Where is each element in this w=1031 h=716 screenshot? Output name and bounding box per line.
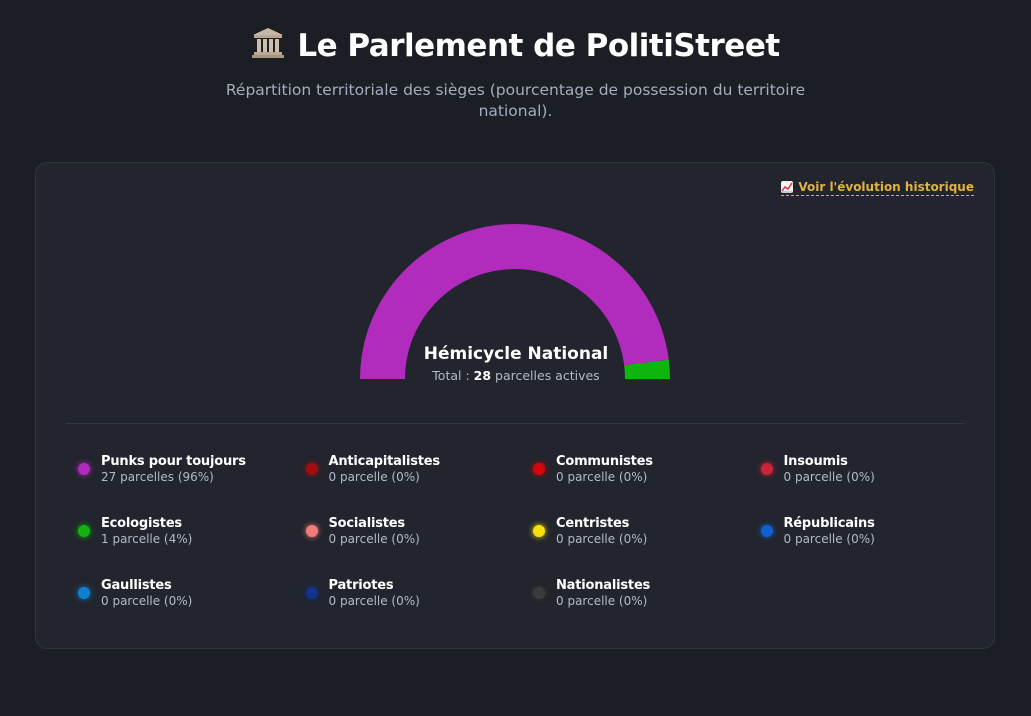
legend-item-punks-pour-toujours[interactable]: Punks pour toujours 27 parcelles (96%) <box>78 454 306 486</box>
legend-item-nationalistes[interactable]: Nationalistes 0 parcelle (0%) <box>533 578 761 610</box>
party-name: Nationalistes <box>556 578 651 593</box>
chart-increasing-icon <box>781 181 794 193</box>
divider <box>66 423 964 424</box>
parliament-panel: Voir l'évolution historique Hémicycle Na… <box>35 162 995 649</box>
hemicycle-title: Hémicycle National <box>423 344 609 364</box>
hemicycle-chart <box>360 224 670 379</box>
party-color-dot <box>305 463 318 475</box>
party-seat-count: 0 parcelle (0%) <box>328 470 420 484</box>
hemicycle-segment-ecologistes[interactable] <box>624 359 670 379</box>
party-seat-count: 0 parcelle (0%) <box>783 470 875 484</box>
legend-item-republicains[interactable]: Républicains 0 parcelle (0%) <box>760 516 989 548</box>
party-seat-count: 1 parcelle (4%) <box>101 532 193 546</box>
party-name: Ecologistes <box>101 516 182 531</box>
hemicycle-total: Total : 28 parcelles actives <box>432 368 600 383</box>
hemicycle-total-value: 28 <box>473 368 492 383</box>
history-link[interactable]: Voir l'évolution historique <box>781 180 974 196</box>
page-subtitle: Répartition territoriale des sièges (pou… <box>225 81 806 120</box>
legend-item-patriotes[interactable]: Patriotes 0 parcelle (0%) <box>305 578 534 610</box>
legend-item-socialistes[interactable]: Socialistes 0 parcelle (0%) <box>305 516 534 548</box>
party-name: Punks pour toujours <box>101 454 246 469</box>
party-name: Patriotes <box>328 578 394 593</box>
party-seat-count: 27 parcelles (96%) <box>101 470 214 484</box>
legend-item-anticapitalistes[interactable]: Anticapitalistes 0 parcelle (0%) <box>305 454 534 486</box>
party-color-dot <box>760 525 773 537</box>
party-seat-count: 0 parcelle (0%) <box>556 470 648 484</box>
legend-item-gaullistes[interactable]: Gaullistes 0 parcelle (0%) <box>78 578 306 610</box>
legend-item-communistes[interactable]: Communistes 0 parcelle (0%) <box>533 454 761 486</box>
party-name: Insoumis <box>783 454 848 469</box>
party-name: Anticapitalistes <box>328 454 441 469</box>
party-seat-count: 0 parcelle (0%) <box>556 594 648 608</box>
party-color-dot <box>305 587 318 599</box>
party-name: Socialistes <box>328 516 406 531</box>
party-name: Gaullistes <box>101 578 172 593</box>
party-seat-count: 0 parcelle (0%) <box>328 532 420 546</box>
party-color-dot <box>760 463 773 475</box>
party-seat-count: 0 parcelle (0%) <box>328 594 420 608</box>
party-color-dot <box>533 587 545 599</box>
classical-building-icon <box>251 26 285 66</box>
party-seat-count: 0 parcelle (0%) <box>556 532 648 546</box>
party-color-dot <box>78 525 90 537</box>
party-color-dot <box>78 587 90 599</box>
legend-item-centristes[interactable]: Centristes 0 parcelle (0%) <box>533 516 761 548</box>
party-name: Républicains <box>783 516 875 531</box>
page-title: Le Parlement de PolitiStreet <box>251 26 780 66</box>
party-color-dot <box>305 525 318 537</box>
legend-item-insoumis[interactable]: Insoumis 0 parcelle (0%) <box>760 454 989 486</box>
hemicycle-segment-punks-pour-toujours[interactable] <box>360 224 669 379</box>
party-color-dot <box>533 463 545 475</box>
party-name: Communistes <box>556 454 653 469</box>
party-seat-count: 0 parcelle (0%) <box>101 594 193 608</box>
page-title-text: Le Parlement de PolitiStreet <box>297 28 780 64</box>
party-seat-count: 0 parcelle (0%) <box>783 532 875 546</box>
party-legend: Punks pour toujours 27 parcelles (96%) Ant… <box>78 454 988 610</box>
history-link-label: Voir l'évolution historique <box>798 180 974 194</box>
party-name: Centristes <box>556 516 630 531</box>
page-header: Le Parlement de PolitiStreet Répartition… <box>0 0 1031 122</box>
legend-item-ecologistes[interactable]: Ecologistes 1 parcelle (4%) <box>78 516 306 548</box>
party-color-dot <box>78 463 90 475</box>
party-color-dot <box>533 525 545 537</box>
